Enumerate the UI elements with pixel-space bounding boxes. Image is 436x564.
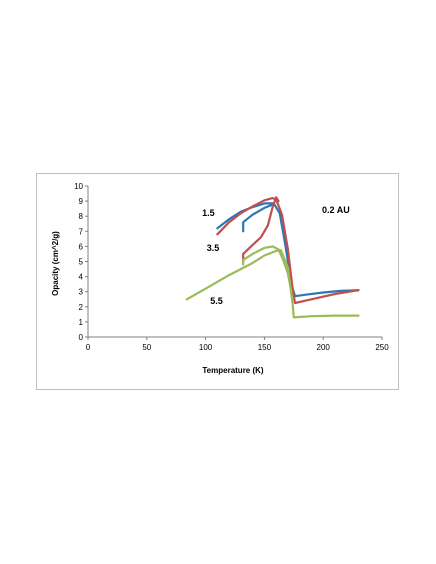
x-tick-label: 100 bbox=[199, 343, 213, 352]
y-tick-label: 6 bbox=[79, 242, 84, 251]
chart-frame: 0 1 2 3 4 5 6 7 8 9 10 0 50 100 150 200 250 Temperature (… bbox=[36, 173, 399, 390]
x-tick-label: 250 bbox=[375, 343, 389, 352]
annotation-label: 5.5 bbox=[210, 296, 223, 306]
y-tick-label: 9 bbox=[79, 197, 84, 206]
y-tick-label: 7 bbox=[79, 227, 84, 236]
y-tick-label: 2 bbox=[79, 303, 84, 312]
y-tick-label: 3 bbox=[79, 288, 84, 297]
annotation-label: 1.5 bbox=[202, 208, 215, 218]
annotation-label: 3.5 bbox=[207, 243, 220, 253]
x-axis-title: Temperature (K) bbox=[202, 366, 264, 375]
series-line-5 bbox=[185, 249, 360, 319]
x-tick-label: 200 bbox=[317, 343, 331, 352]
y-axis-title: Opacity (cm^2/g) bbox=[51, 231, 60, 296]
annotation-label: 0.2 AU bbox=[322, 205, 350, 215]
x-tick-label: 0 bbox=[86, 343, 91, 352]
y-tick-label: 5 bbox=[79, 258, 84, 267]
x-tick-label: 50 bbox=[142, 343, 151, 352]
series-line-2 bbox=[242, 203, 275, 233]
y-tick-label: 8 bbox=[79, 212, 84, 221]
x-tick-label: 150 bbox=[258, 343, 272, 352]
y-tick-label: 1 bbox=[79, 318, 84, 327]
y-tick-label: 4 bbox=[79, 273, 84, 282]
series-line-4 bbox=[242, 196, 280, 263]
y-tick-label: 0 bbox=[79, 333, 84, 342]
series-line-3 bbox=[216, 197, 360, 305]
series-line-6 bbox=[242, 245, 293, 293]
y-tick-label: 10 bbox=[74, 182, 83, 191]
